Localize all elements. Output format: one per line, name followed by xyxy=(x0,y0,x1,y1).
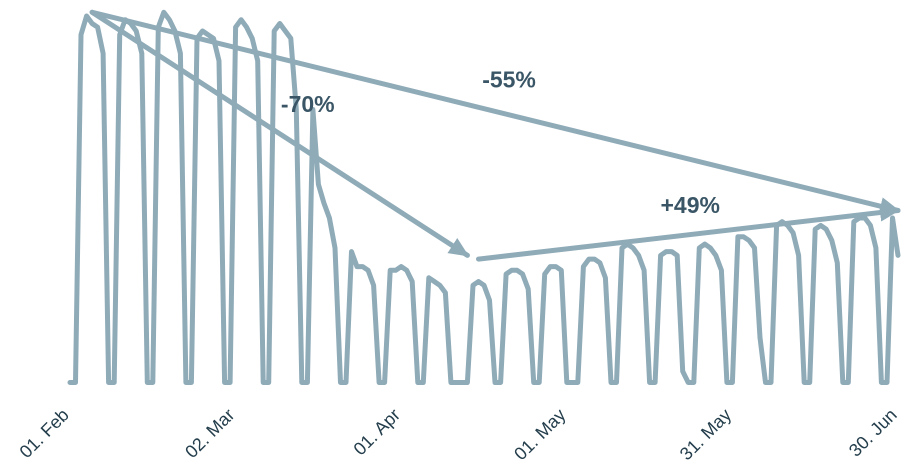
annotation-label-1: -70% xyxy=(281,91,335,117)
x-tick-label-3: 01. May xyxy=(510,405,569,464)
x-tick-label-0: 01. Feb xyxy=(16,405,73,462)
series-line-0 xyxy=(67,9,901,385)
x-tick-label-1: 02. Mar xyxy=(181,405,238,462)
x-axis: 01. Feb 02. Mar 01. Apr 01. May 31. May 30. J… xyxy=(16,405,901,464)
series-layer xyxy=(67,9,901,385)
annotation-layer: -55% -70% +49% xyxy=(89,9,901,262)
x-tick-label-4: 31. May xyxy=(676,405,735,464)
x-tick-label-5: 30. Jun xyxy=(845,405,901,461)
annotation-label-0: -55% xyxy=(482,66,536,92)
annotation-arrow-2 xyxy=(475,203,901,262)
annotation-label-2: +49% xyxy=(661,192,720,218)
annotation-arrow-0 xyxy=(89,9,901,215)
annotation-arrow-1 xyxy=(89,9,470,258)
x-tick-label-2: 01. Apr xyxy=(350,405,404,459)
